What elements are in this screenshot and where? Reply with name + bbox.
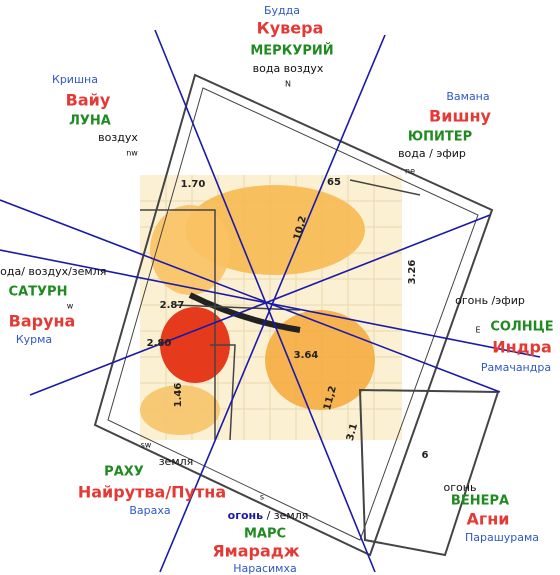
- avatar: Рамачандра: [481, 361, 551, 374]
- dimension: 3.64: [294, 350, 319, 361]
- dimension: 2.87: [160, 300, 185, 311]
- planet: САТУРН: [9, 285, 68, 300]
- dimension: 6: [422, 450, 429, 461]
- element-rest: / земля: [267, 509, 309, 522]
- dimension: 1.70: [181, 179, 206, 190]
- avatar: Вамана: [446, 90, 489, 103]
- deity: Найрутва/Путна: [78, 483, 226, 502]
- direction-code: sw: [141, 441, 152, 450]
- avatar: Парашурама: [465, 531, 539, 544]
- deity: Агни: [466, 510, 509, 529]
- elements: вода воздух: [253, 62, 324, 75]
- elements: воздух: [98, 131, 138, 144]
- deity: Варуна: [9, 312, 76, 331]
- dimension: 65: [327, 177, 341, 188]
- building-walls: [93, 73, 500, 557]
- deity: Ямарадж: [212, 542, 299, 561]
- direction-code: E: [475, 326, 480, 335]
- direction-lines: [0, 29, 541, 573]
- elements: огонь /эфир: [455, 294, 525, 307]
- elements: вода/ воздух/земля: [0, 265, 106, 278]
- planet: ВЕНЕРА: [451, 494, 509, 509]
- direction-code: w: [67, 302, 74, 311]
- planet: СОЛНЦЕ: [490, 320, 553, 335]
- elements: вода / эфир: [398, 147, 466, 160]
- dimension: 3.1: [345, 422, 360, 442]
- plan-image: [140, 175, 402, 440]
- deity: Кувера: [257, 19, 324, 38]
- avatar: Кришна: [52, 73, 98, 86]
- direction-code: s: [260, 493, 264, 502]
- elements: огонь: [444, 481, 477, 494]
- planet: РАХУ: [104, 465, 144, 480]
- deity: Вайу: [66, 91, 111, 110]
- avatar: Нарасимха: [233, 562, 296, 575]
- direction-code: nw: [126, 149, 138, 158]
- dimension: 1.46: [173, 383, 184, 408]
- elements: земля: [159, 455, 194, 468]
- avatar: Вараха: [129, 504, 170, 517]
- avatar: Курма: [16, 333, 52, 346]
- dimension: 3.26: [407, 260, 418, 285]
- dimension: 2.80: [147, 338, 172, 349]
- avatar: Будда: [264, 4, 300, 17]
- planet: ЛУНА: [69, 114, 111, 129]
- direction-code: ne: [405, 167, 415, 176]
- planet: МЕРКУРИЙ: [250, 43, 333, 59]
- plan-dimensions: 1.70 65 3.26 2.87 2.80 3.64 10,2 11,2 3.…: [147, 177, 429, 461]
- elements: огонь / земля: [228, 509, 309, 522]
- planet: МАРС: [244, 527, 286, 542]
- deity: Вишну: [429, 107, 491, 126]
- element-fire: огонь: [228, 509, 263, 522]
- direction-code: N: [285, 80, 291, 89]
- planet: ЮПИТЕР: [408, 130, 472, 145]
- deity: Индра: [492, 338, 552, 357]
